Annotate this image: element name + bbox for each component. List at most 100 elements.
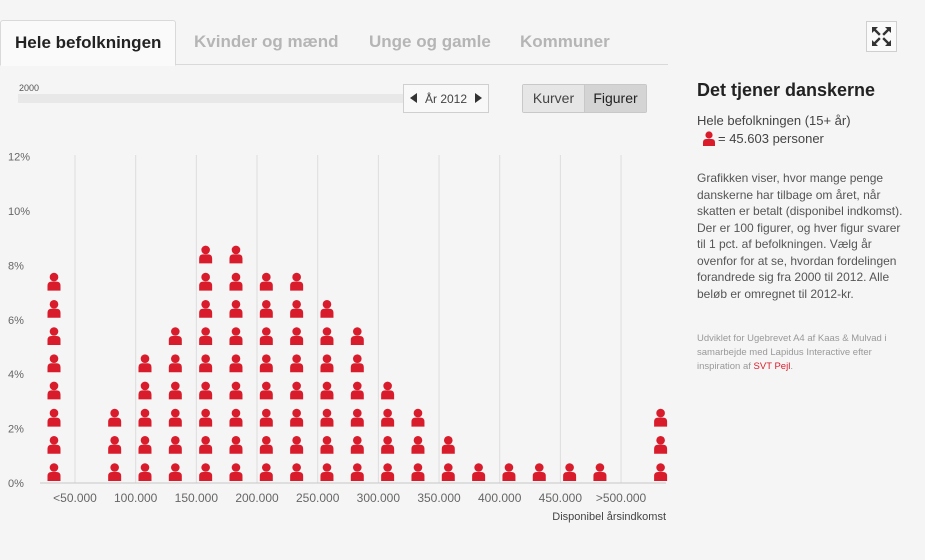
year-slider[interactable]	[18, 94, 408, 103]
previous-year-arrow-icon[interactable]	[410, 93, 417, 103]
person-figure	[199, 327, 213, 345]
person-figure	[229, 354, 243, 373]
person-figure	[47, 354, 61, 373]
person-figure	[290, 272, 304, 291]
person-figure	[259, 463, 273, 481]
person-figure	[229, 463, 243, 481]
person-figure	[138, 408, 152, 427]
person-figure	[290, 436, 304, 454]
person-figure	[168, 354, 182, 373]
person-figure	[199, 300, 213, 318]
person-figure	[199, 381, 213, 400]
person-figure	[47, 327, 61, 345]
person-figure	[229, 300, 243, 318]
x-tick-label: <50.000	[53, 491, 97, 505]
x-tick-label: 350.000	[417, 491, 461, 505]
person-figure	[320, 463, 334, 481]
person-figure	[47, 381, 61, 400]
y-tick-label: 12%	[8, 152, 30, 164]
person-figure	[441, 463, 455, 481]
person-figure	[411, 463, 425, 481]
person-icon	[703, 131, 715, 146]
person-figure	[320, 381, 334, 400]
person-figure	[472, 463, 486, 481]
person-figure	[229, 327, 243, 345]
person-figure	[320, 300, 334, 318]
credits-text: Udviklet for Ugebrevet A4 af Kaas & Mulv…	[697, 333, 887, 372]
person-figure	[259, 272, 273, 291]
person-figure	[138, 463, 152, 481]
person-figure	[199, 354, 213, 373]
view-toggle: Kurver Figurer	[522, 84, 647, 113]
fullscreen-button[interactable]	[866, 21, 897, 52]
person-figure	[199, 436, 213, 454]
info-title: Det tjener danskerne	[697, 80, 876, 100]
tab-bar: Hele befolkningen Kvinder og mænd Unge o…	[0, 20, 668, 66]
person-figure	[411, 408, 425, 427]
person-figure	[229, 272, 243, 291]
person-figure	[259, 436, 273, 454]
person-figure	[168, 436, 182, 454]
credits-end: .	[790, 361, 793, 372]
person-figure	[654, 436, 668, 454]
x-tick-label: 250.000	[296, 491, 340, 505]
person-figure	[259, 300, 273, 318]
expand-arrows-icon	[872, 27, 891, 46]
person-figure	[320, 436, 334, 454]
person-figure	[320, 408, 334, 427]
view-option-kurver[interactable]: Kurver	[523, 85, 584, 112]
tab-unge-og-gamle[interactable]: Unge og gamle	[369, 32, 491, 51]
info-subtitle: Hele befolkningen (15+ år)	[697, 113, 851, 128]
person-figure	[168, 381, 182, 400]
y-tick-label: 4%	[8, 369, 24, 381]
person-figure	[502, 463, 516, 481]
person-figure	[138, 381, 152, 400]
person-figure	[290, 463, 304, 481]
info-panel: Det tjener danskerne Hele befolkningen (…	[697, 80, 907, 374]
person-figure	[290, 327, 304, 345]
person-figure	[259, 381, 273, 400]
person-figure	[290, 408, 304, 427]
person-figure	[381, 463, 395, 481]
person-figure	[108, 408, 122, 427]
person-figure	[229, 436, 243, 454]
x-tick-label: 450.000	[539, 491, 583, 505]
person-figure	[350, 408, 364, 427]
person-figure	[138, 354, 152, 373]
person-figure	[350, 354, 364, 373]
person-figure	[47, 272, 61, 291]
year-value: År 2012	[424, 92, 468, 106]
person-figure	[138, 436, 152, 454]
y-tick-label: 0%	[8, 478, 24, 490]
next-year-arrow-icon[interactable]	[475, 93, 482, 103]
tab-hele-befolkningen[interactable]: Hele befolkningen	[0, 20, 177, 66]
figure-legend: = 45.603 personer	[697, 131, 907, 146]
x-tick-label: 200.000	[235, 491, 279, 505]
x-tick-label: >500.000	[596, 491, 647, 505]
person-figure	[108, 463, 122, 481]
person-figure	[168, 463, 182, 481]
svt-pejl-link[interactable]: SVT Pejl	[753, 361, 791, 372]
person-figure	[199, 272, 213, 291]
x-tick-label: 150.000	[175, 491, 219, 505]
person-figure	[47, 300, 61, 318]
person-figure	[199, 245, 213, 264]
person-figure	[593, 463, 607, 481]
person-figure	[350, 327, 364, 345]
info-description: Grafikken viser, hvor mange penge danske…	[697, 171, 903, 301]
person-figure	[350, 436, 364, 454]
x-tick-label: 100.000	[114, 491, 158, 505]
legend-text: = 45.603 personer	[718, 131, 824, 146]
person-figure	[290, 381, 304, 400]
person-figure	[381, 436, 395, 454]
view-option-figurer[interactable]: Figurer	[584, 85, 646, 112]
person-figure	[654, 408, 668, 427]
tab-kommuner[interactable]: Kommuner	[520, 32, 610, 51]
person-figure	[290, 300, 304, 318]
person-figure	[47, 408, 61, 427]
person-figure	[654, 463, 668, 481]
tab-kvinder-og-maend[interactable]: Kvinder og mænd	[194, 32, 339, 51]
person-figure	[259, 408, 273, 427]
person-figure	[168, 408, 182, 427]
year-slider-start-label: 2000	[19, 83, 40, 93]
